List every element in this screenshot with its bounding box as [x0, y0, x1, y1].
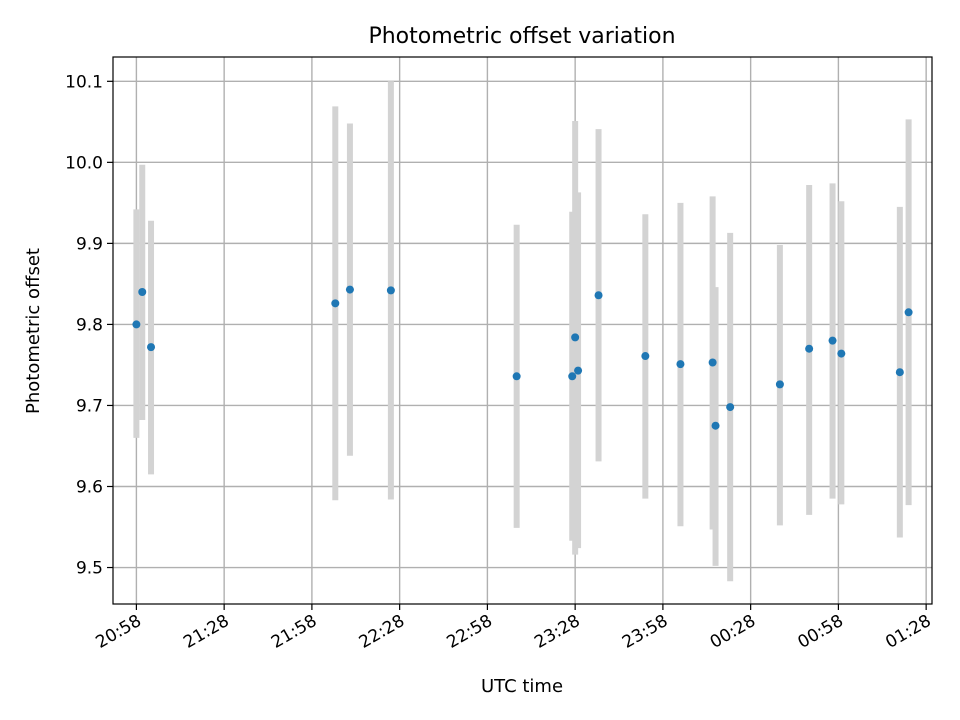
data-point-0-19: [837, 349, 846, 358]
x-tick-label-5: 23:28: [531, 611, 583, 653]
y-tick-label-2: 9.7: [76, 396, 103, 416]
x-tick-label-6: 23:58: [619, 611, 671, 653]
y-tick-label-4: 9.9: [76, 234, 103, 254]
y-tick-label-0: 9.5: [76, 559, 103, 579]
data-point-0-8: [571, 333, 580, 342]
data-point-0-6: [512, 372, 521, 381]
x-tick-label-3: 22:28: [356, 611, 408, 653]
data-point-0-7: [568, 372, 577, 381]
x-axis: 20:58 21:28 21:58 22:28 22:58 23:28 23:58 00:28…: [92, 604, 935, 653]
x-tick-label-7: 00:28: [707, 611, 759, 653]
data-point-0-21: [904, 308, 913, 317]
y-axis: 9.5 9.6 9.7 9.8 9.9 10.0 10.1: [65, 72, 113, 579]
x-tick-label-1: 21:28: [180, 611, 232, 653]
y-tick-label-1: 9.6: [76, 477, 103, 497]
x-tick-label-8: 00:58: [794, 611, 846, 653]
data-points: [132, 285, 913, 430]
error-bars: [133, 81, 912, 582]
y-axis-label: Photometric offset: [23, 248, 44, 414]
data-point-0-17: [805, 344, 814, 353]
x-tick-label-2: 21:58: [268, 611, 320, 653]
y-tick-label-6: 10.1: [65, 72, 103, 92]
data-point-0-13: [708, 358, 717, 367]
data-point-0-18: [828, 336, 837, 345]
data-point-0-15: [726, 403, 735, 412]
x-tick-label-9: 01:28: [882, 611, 934, 653]
plot-frame: [112, 56, 933, 605]
data-point-0-4: [345, 285, 354, 294]
data-point-0-16: [775, 380, 784, 389]
data-point-0-11: [641, 352, 650, 361]
data-point-0-2: [147, 343, 156, 352]
y-tick-label-5: 10.0: [65, 153, 103, 173]
data-point-0-1: [138, 288, 147, 297]
y-tick-label-3: 9.8: [76, 315, 103, 335]
data-point-0-12: [676, 360, 685, 369]
data-point-0-10: [594, 291, 603, 300]
data-point-0-0: [132, 320, 141, 329]
chart-title: Photometric offset variation: [368, 24, 675, 49]
data-point-0-9: [574, 366, 583, 375]
data-point-0-20: [895, 368, 904, 377]
x-tick-label-4: 22:58: [443, 611, 495, 653]
x-tick-label-0: 20:58: [92, 611, 144, 653]
data-point-0-3: [331, 299, 340, 308]
x-axis-label: UTC time: [481, 676, 563, 697]
data-point-0-5: [386, 286, 395, 295]
data-point-0-14: [711, 421, 720, 430]
